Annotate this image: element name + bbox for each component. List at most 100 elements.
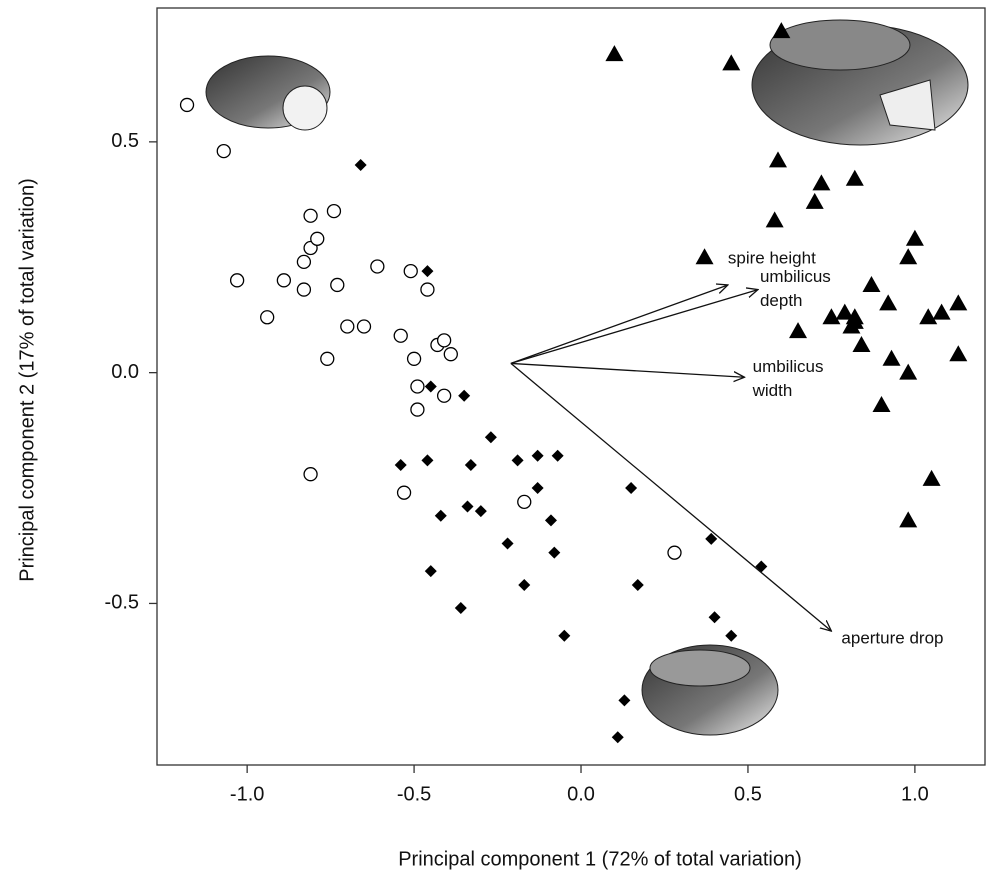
point [394,458,407,471]
point [919,308,938,325]
point [393,328,408,343]
x-tick-label: 0.5 [734,783,762,805]
y-tick-label: -0.5 [105,592,139,614]
point [406,351,422,366]
point [899,511,918,528]
point [722,54,741,71]
loading-arrow [510,290,758,365]
plot-frame [156,7,986,766]
point [862,275,881,292]
point [518,578,531,591]
point [443,347,458,362]
point [356,319,372,334]
point [882,349,901,366]
point [765,211,784,228]
point [436,388,452,403]
point [354,158,367,171]
point [822,308,841,325]
point [551,449,564,462]
point [625,482,638,495]
point [474,505,487,518]
point [922,469,941,486]
point [434,509,447,522]
x-tick-label: 1.0 [901,783,929,805]
point [517,494,532,510]
point [396,485,412,500]
loading-arrow [510,362,832,631]
point [932,303,951,320]
point [296,254,312,270]
point [410,402,425,417]
point [905,229,924,246]
point [852,335,871,352]
point [436,333,452,348]
loading-arrow [510,362,745,377]
point [320,351,335,366]
point [421,454,434,467]
point [544,514,557,527]
x-tick-label: -1.0 [230,783,264,805]
point [772,22,791,39]
point [296,282,312,297]
point [454,602,467,615]
point [872,395,891,412]
point [708,611,721,624]
point [899,248,918,265]
loading-label: umbilicus [760,267,831,286]
point [276,273,292,288]
point [464,458,477,471]
point [725,629,738,642]
loading-label: aperture drop [841,629,943,648]
point [310,231,325,246]
point [899,363,918,380]
point [260,310,275,325]
point [631,578,644,591]
point [949,345,968,362]
point [424,565,437,578]
point [410,379,425,394]
y-tick-label: 0.0 [111,361,139,383]
loading-label: umbilicus [753,357,824,376]
loading-label: depth [760,291,803,310]
loading-label: width [752,381,793,400]
point [789,322,808,339]
point [949,294,968,311]
point [179,97,195,113]
loading-arrow [510,285,728,365]
point [769,151,787,168]
point [845,169,864,186]
point [461,500,474,513]
point [330,277,345,293]
point [424,380,437,393]
point [879,294,898,311]
point [835,303,854,320]
point [755,560,768,573]
point [558,629,571,642]
point [695,248,714,265]
point [618,694,631,707]
point [531,449,544,462]
point [511,454,524,467]
point [611,731,624,744]
point [229,273,245,288]
point [548,546,561,559]
point [705,532,718,545]
point [403,263,418,279]
point [605,45,624,62]
point [458,389,471,402]
loading-label: spire height [728,248,816,267]
point [805,192,824,209]
x-tick-label: 0.0 [567,783,595,805]
point [303,467,318,482]
point [303,208,318,223]
point [842,317,861,334]
point [340,319,355,334]
point [370,259,385,274]
point [501,537,514,550]
point [667,545,682,560]
point [531,482,544,495]
point [420,282,435,297]
point [484,431,497,444]
point [812,174,831,191]
